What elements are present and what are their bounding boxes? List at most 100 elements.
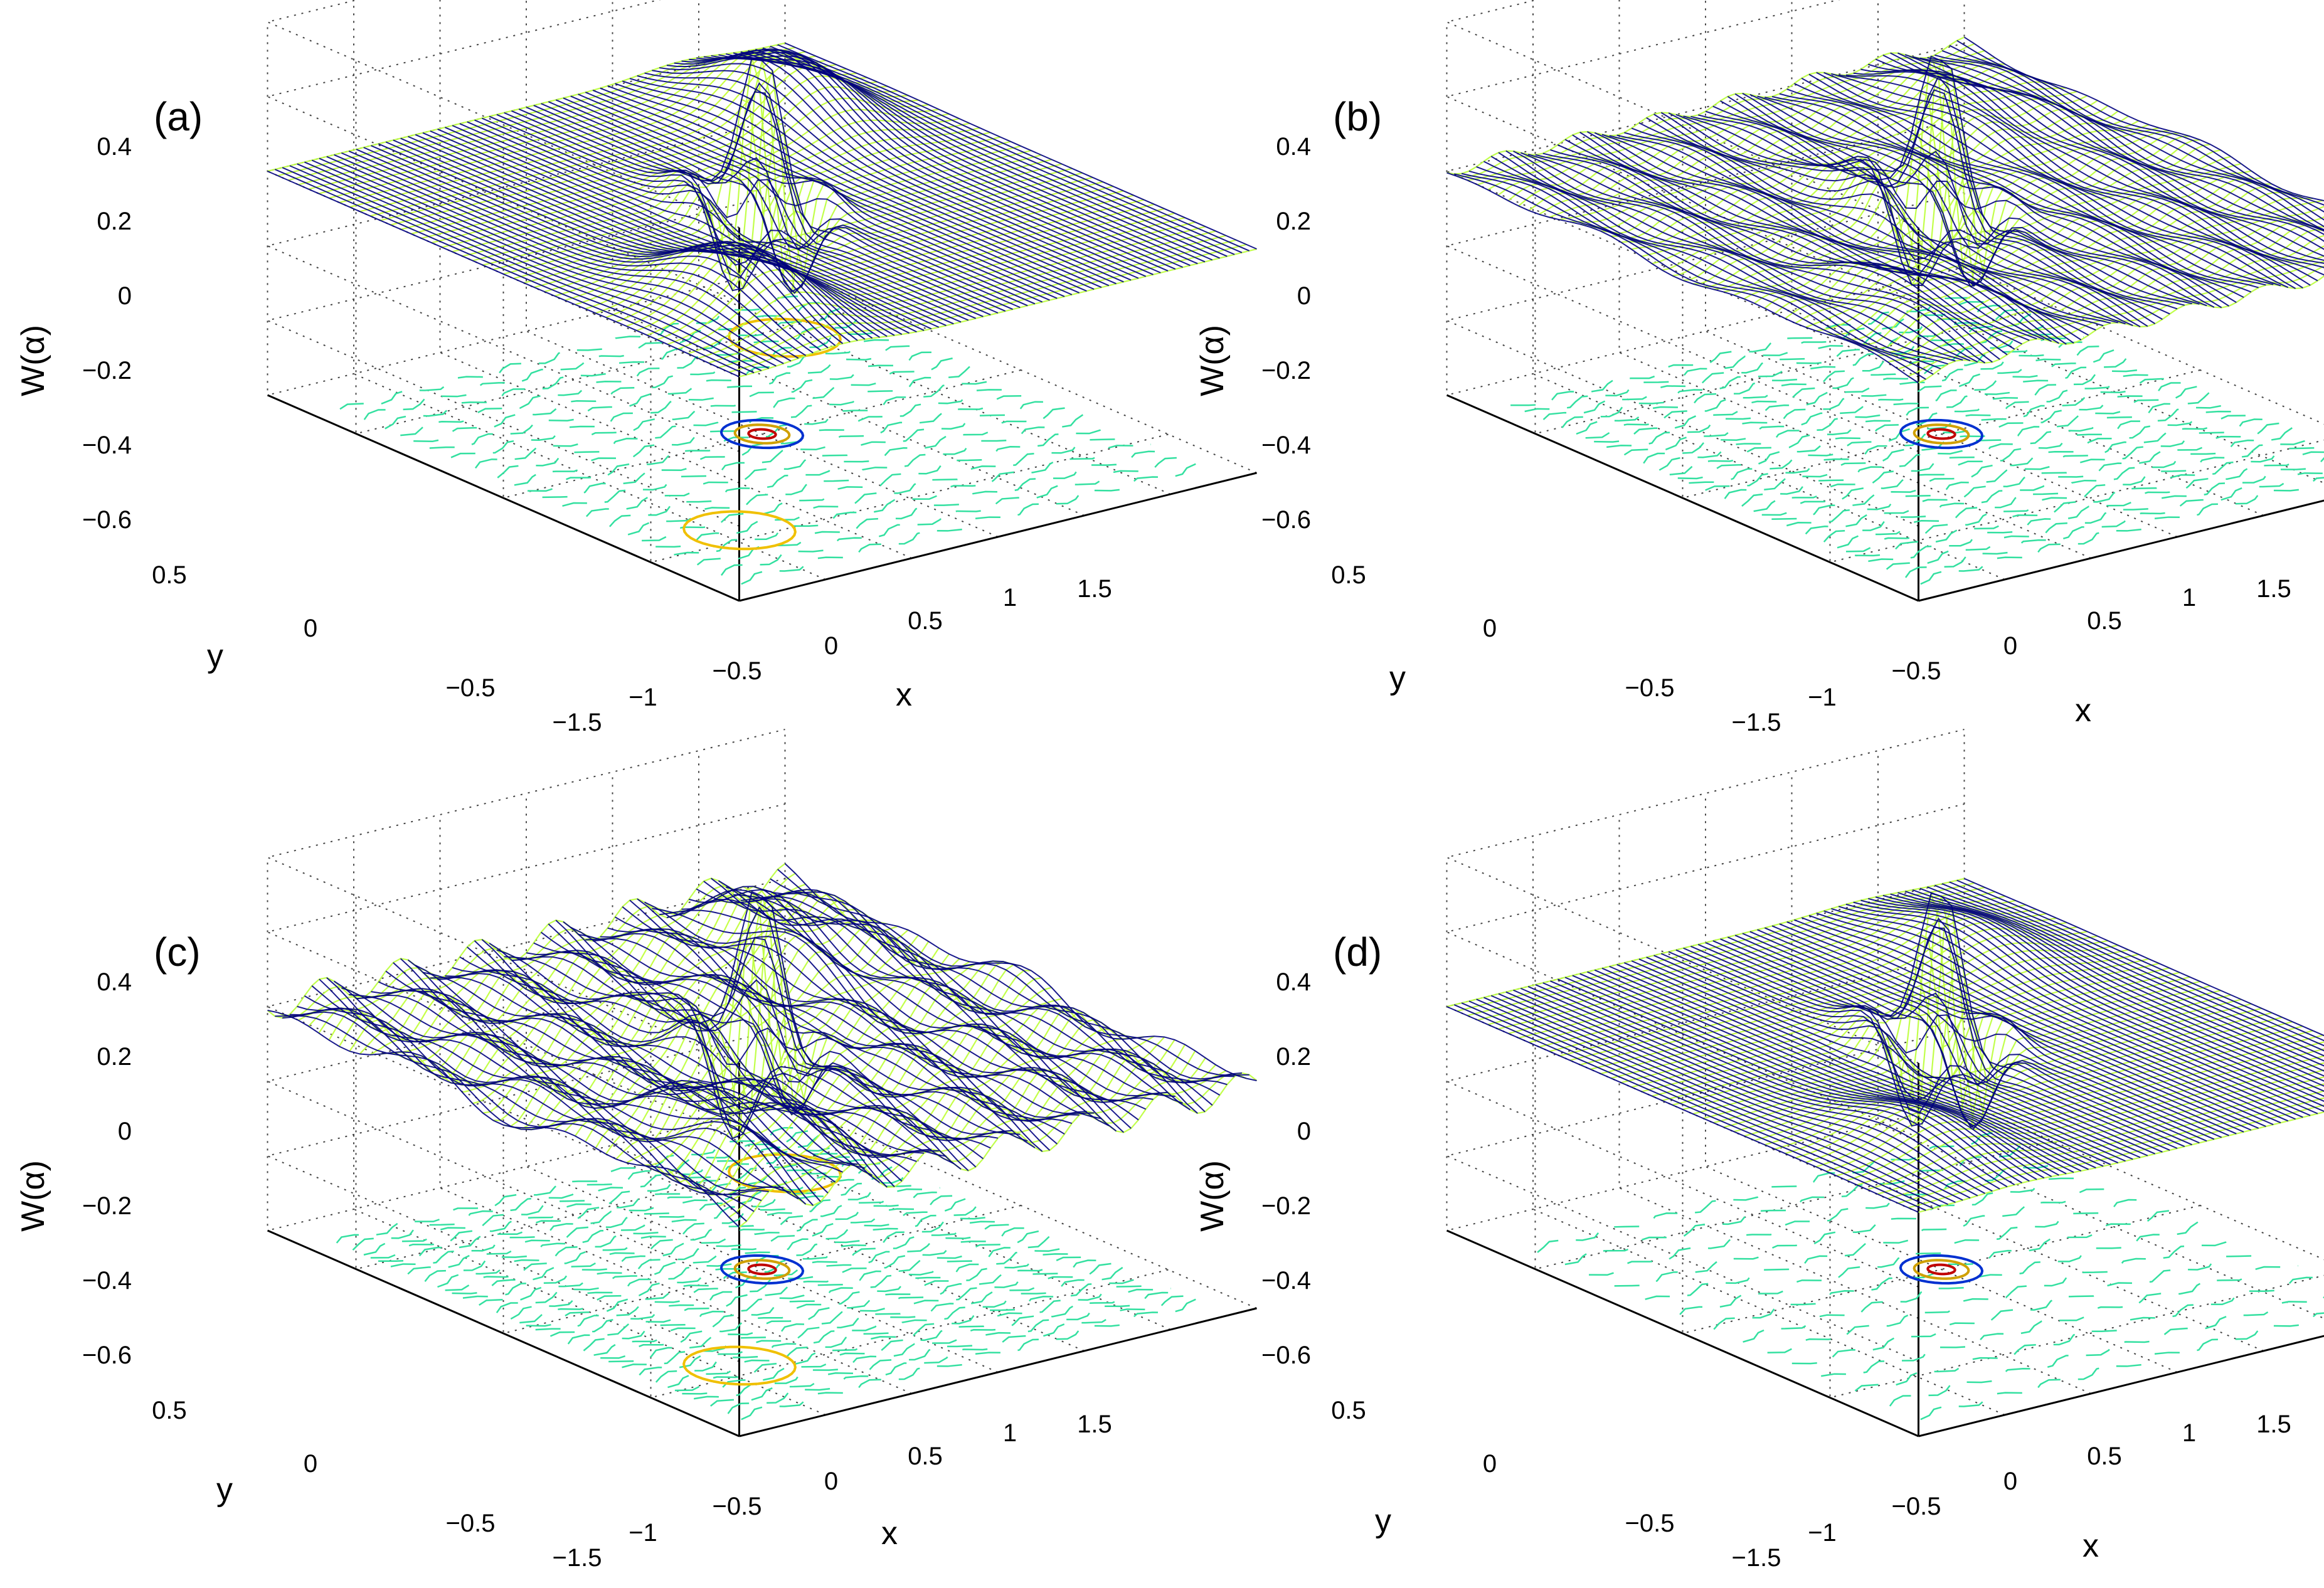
surface-mesh-line (371, 988, 843, 1173)
central-contour (1926, 428, 1956, 440)
contour-projection (1510, 293, 2324, 585)
contour-line (1855, 445, 2324, 557)
surface-mesh-line (311, 159, 784, 364)
y-gridline (1829, 1024, 2324, 1399)
contour-line (1805, 418, 2273, 535)
surface-mesh-line (652, 908, 1125, 1133)
contour-line (528, 375, 994, 492)
surface-mesh-line (548, 923, 1021, 1135)
surface-mesh-line (1927, 886, 2324, 1062)
z-tick: 0.2 (97, 208, 132, 235)
contour-line (1886, 457, 2324, 570)
central-contour (1913, 1259, 1970, 1280)
surface-mesh-line (1490, 995, 1963, 1201)
surface-mesh-line (1757, 95, 2230, 307)
x-tick: −1 (1808, 1519, 1837, 1547)
surface-mesh-line (1446, 36, 1965, 175)
z-tick: 0.4 (1276, 968, 1311, 996)
contour-line (1594, 328, 2066, 443)
contour-line (674, 443, 1151, 556)
surface-mesh-line (1868, 897, 2324, 1102)
surface-mesh-line (1631, 127, 2104, 327)
y-tick: 0.5 (1331, 561, 1366, 589)
surface-mesh-line (410, 923, 930, 1079)
surface-mesh-line (1838, 74, 2311, 286)
contour-line (1524, 300, 2002, 413)
x-tick: −1.5 (1732, 1544, 1781, 1572)
x-tick: −1.5 (553, 1544, 602, 1572)
contour-line (542, 385, 1018, 499)
surface-mesh-line (1919, 887, 2324, 1067)
surface-mesh-line (1675, 114, 2148, 327)
surface-mesh-line (326, 977, 799, 1200)
surface-mesh-line (570, 926, 1043, 1152)
surface-mesh-line (1941, 50, 2324, 221)
z-tick: −0.4 (1261, 431, 1311, 459)
contour-line (1585, 320, 2047, 439)
surface-mesh-line (334, 980, 807, 1205)
surface-mesh-line (459, 123, 932, 330)
surface-mesh-line (762, 47, 1235, 255)
surface-mesh-line (267, 1009, 740, 1228)
contour-line (682, 1281, 1156, 1395)
surface-mesh-line (548, 101, 1021, 309)
surface-mesh-line (1461, 172, 1934, 375)
surface-mesh-line (363, 147, 836, 346)
surface-mesh-line (748, 50, 1220, 259)
central-contour (747, 1263, 777, 1276)
axis-labels: (c) W(α) x y 0.4 0.2 0 −0.2 −0.4 −0.6 −1… (15, 929, 1112, 1572)
y-tick: −0.5 (1625, 1510, 1675, 1537)
z-tick: 0 (1297, 282, 1311, 310)
surface-mesh-line (607, 85, 1080, 294)
surface-mesh-line (1683, 947, 2156, 1155)
x-tick: 1 (2182, 1419, 2196, 1447)
surface-mesh-line (703, 881, 1175, 1098)
surface-mesh-line (341, 152, 814, 354)
contour-line (1689, 371, 2166, 484)
surface-mesh-line (1882, 55, 2324, 257)
x-tick: 0 (2003, 632, 2017, 660)
surface-mesh-line (489, 943, 962, 1170)
surface-mesh-line (674, 889, 1147, 1110)
surface-mesh-line (1454, 173, 1926, 380)
x-gridline (267, 857, 740, 1437)
surface-mesh-line (615, 83, 1087, 292)
central-contour (719, 1254, 805, 1285)
x-tick: −0.5 (713, 657, 762, 685)
surface-mesh-line (282, 167, 755, 374)
surface-mesh-line (666, 899, 1139, 1121)
surface-mesh-line (274, 169, 747, 376)
y-axis-label: y (207, 638, 223, 674)
z-gridline (265, 878, 785, 1213)
surface-mesh-line (459, 956, 931, 1156)
contour-line (462, 1187, 940, 1299)
surface-mesh-line (533, 906, 1005, 1140)
panel-label: (d) (1333, 929, 1382, 975)
y-axis-line (1446, 394, 1919, 602)
central-contour (1913, 423, 1970, 445)
z-tick: −0.4 (1261, 1267, 1311, 1294)
contour-line (741, 463, 1196, 585)
z-gridline (265, 729, 785, 1064)
contour-line (429, 337, 906, 449)
surface-mesh-line (711, 877, 1183, 1104)
surface-mesh-line (1823, 910, 2296, 1120)
surface-mesh-line (393, 962, 866, 1169)
surface-mesh-line (629, 78, 1102, 288)
surface-mesh-line (748, 891, 1221, 1096)
surface-mesh-line (1779, 923, 2252, 1131)
surface-mesh-line (445, 969, 917, 1162)
contour-line (720, 457, 1181, 576)
x-tick: 1 (1003, 584, 1017, 611)
surface-mesh-line (348, 151, 821, 351)
contour-line (1643, 345, 2105, 464)
surface-mesh-line (681, 886, 1154, 1103)
surface-mesh-line (1882, 894, 2324, 1092)
contour-line (452, 1180, 925, 1294)
z-tick: −0.2 (1261, 357, 1311, 384)
contour-line (608, 1249, 1085, 1363)
contour-line (1845, 434, 2310, 553)
contour-projection (1537, 1131, 2324, 1421)
surface-mesh-line (622, 80, 1095, 290)
surface-mesh-line (541, 103, 1013, 310)
